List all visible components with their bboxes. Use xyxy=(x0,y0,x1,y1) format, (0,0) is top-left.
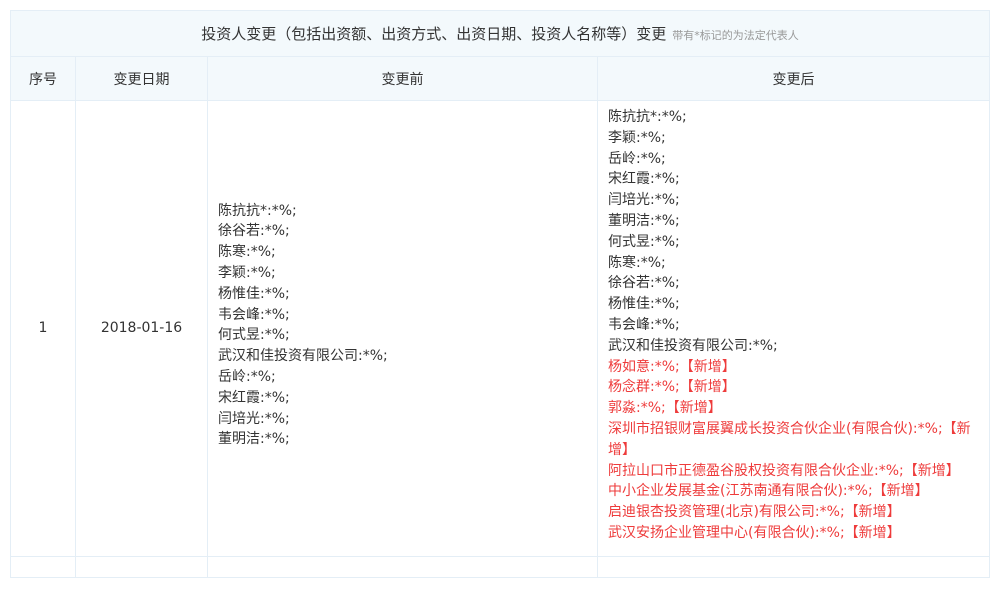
investor-item: 李颖:*%; xyxy=(218,264,276,281)
investor-item: 陈寒:*%; xyxy=(608,254,666,271)
new-investor-item: 杨念群:*%;【新增】 xyxy=(608,379,736,396)
investor-item: 董明洁:*%; xyxy=(218,431,290,448)
investor-item: 杨惟佳:*%; xyxy=(218,285,290,302)
investor-change-table: 投资人变更（包括出资额、出资方式、出资日期、投资人名称等）变更 带有*标记的为法定… xyxy=(9,10,991,578)
new-investor-item: 武汉安扬企业管理中心(有限合伙):*%;【新增】 xyxy=(608,524,901,541)
header-index: 序号 xyxy=(10,56,76,101)
new-investor-item: 中小企业发展基金(江苏南通有限合伙):*%;【新增】 xyxy=(608,483,929,500)
new-investor-item: 启迪银杏投资管理(北京)有限公司:*%;【新增】 xyxy=(608,504,901,521)
new-investor-item: 阿拉山口市正德盈谷股权投资有限合伙企业:*%;【新增】 xyxy=(608,462,960,479)
new-investor-item: 深圳市招银财富展翼成长投资合伙企业(有限合伙):*%;【新增】 xyxy=(608,420,971,458)
investor-item: 何式昱:*%; xyxy=(608,233,680,250)
investor-item: 李颖:*%; xyxy=(608,129,666,146)
header-date: 变更日期 xyxy=(75,56,208,101)
investor-item: 董明洁:*%; xyxy=(608,212,680,229)
investor-item: 闫培光:*%; xyxy=(608,192,680,209)
investor-item: 岳岭:*%; xyxy=(218,368,276,385)
row-date: 2018-01-16 xyxy=(75,100,208,557)
investor-item: 徐谷若:*%; xyxy=(218,223,290,240)
investor-item: 宋红霞:*%; xyxy=(218,389,290,406)
table-row: 1 2018-01-16 陈抗抗*:*%; 徐谷若:*%; 陈寒:*%; 李颖:*%;… xyxy=(10,100,991,557)
row-index: 1 xyxy=(10,100,76,557)
investor-item: 宋红霞:*%; xyxy=(608,171,680,188)
investor-item: 陈抗抗*:*%; xyxy=(608,109,687,125)
investor-item: 杨惟佳:*%; xyxy=(608,296,680,313)
header-before: 变更前 xyxy=(207,56,598,101)
title-note: 带有*标记的为法定代表人 xyxy=(672,29,799,42)
header-after: 变更后 xyxy=(596,56,991,101)
investor-item: 陈抗抗*:*%; xyxy=(218,202,297,219)
after-list: 陈抗抗*:*%; 李颖:*%; 岳岭:*%; 宋红霞:*%; 闫培光:*%; 董明洁:*%… xyxy=(598,101,989,556)
table-row xyxy=(10,555,991,578)
before-list: 陈抗抗*:*%; 徐谷若:*%; 陈寒:*%; 李颖:*%; 杨惟佳:*%; 韦会峰:*%… xyxy=(208,195,597,463)
new-investor-item: 杨如意:*%;【新增】 xyxy=(608,358,736,375)
investor-item: 武汉和佳投资有限公司:*%; xyxy=(608,337,778,354)
investor-item: 韦会峰:*%; xyxy=(608,316,680,333)
investor-item: 韦会峰:*%; xyxy=(218,306,290,323)
investor-item: 徐谷若:*%; xyxy=(608,275,680,292)
table-title: 投资人变更（包括出资额、出资方式、出资日期、投资人名称等）变更 带有*标记的为法定… xyxy=(9,10,991,57)
title-text: 投资人变更（包括出资额、出资方式、出资日期、投资人名称等）变更 xyxy=(201,25,667,43)
investor-item: 岳岭:*%; xyxy=(608,150,666,167)
investor-item: 闫培光:*%; xyxy=(218,410,290,427)
investor-item: 武汉和佳投资有限公司:*%; xyxy=(218,348,388,365)
investor-item: 陈寒:*%; xyxy=(218,244,276,261)
new-investor-item: 郭淼:*%;【新增】 xyxy=(608,400,722,417)
investor-item: 何式昱:*%; xyxy=(218,327,290,344)
